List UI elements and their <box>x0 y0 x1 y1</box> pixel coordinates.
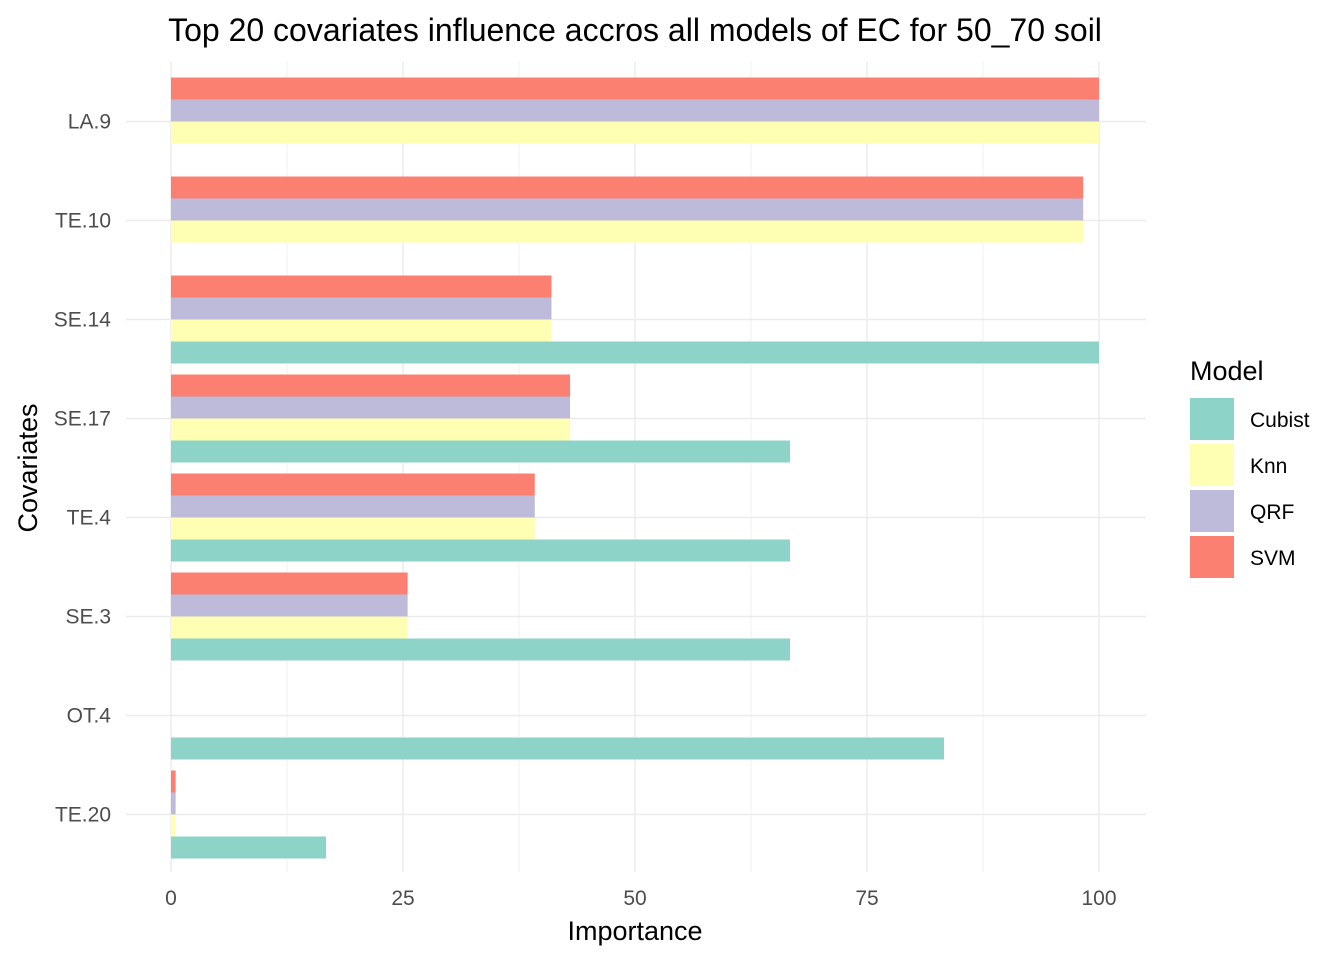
legend-title: Model <box>1190 356 1264 386</box>
x-tick-label: 75 <box>855 887 878 910</box>
y-tick-label: SE.14 <box>54 309 112 332</box>
bar-te-20-svm <box>171 770 176 793</box>
bar-se-17-svm <box>171 374 571 397</box>
x-tick-label: 50 <box>623 887 646 910</box>
bar-la-9-svm <box>171 77 1099 100</box>
bar-te-20-qrf <box>171 792 176 815</box>
legend-label-cubist: Cubist <box>1250 409 1310 432</box>
bar-se-3-cubist <box>171 638 790 661</box>
bar-te-20-knn <box>171 814 176 837</box>
chart-title: Top 20 covariates influence accros all m… <box>168 12 1102 48</box>
bars <box>171 77 1099 859</box>
legend: Model Cubist Knn QRF SVM <box>1190 356 1310 578</box>
bar-se-17-cubist <box>171 440 790 463</box>
y-tick-label: TE.20 <box>55 804 111 827</box>
x-tick-label: 0 <box>165 887 177 910</box>
legend-label-svm: SVM <box>1250 547 1296 570</box>
bar-te-4-qrf <box>171 495 535 518</box>
y-axis-title: Covariates <box>13 403 43 532</box>
legend-key-qrf <box>1190 490 1234 532</box>
legend-label-knn: Knn <box>1250 455 1287 478</box>
bar-se-17-qrf <box>171 396 571 419</box>
legend-key-cubist <box>1190 398 1234 440</box>
bar-se-14-svm <box>171 275 552 298</box>
bar-se-3-qrf <box>171 594 408 617</box>
bar-te-10-knn <box>171 220 1084 243</box>
bar-la-9-qrf <box>171 99 1099 122</box>
bar-ot-4-cubist <box>171 737 945 760</box>
bar-te-10-svm <box>171 176 1084 199</box>
bar-se-3-svm <box>171 572 408 595</box>
bar-se-17-knn <box>171 418 571 441</box>
bar-se-14-cubist <box>171 341 1099 364</box>
y-tick-labels: LA.9 TE.10 SE.14 SE.17 TE.4 SE.3 OT.4 TE.20 <box>54 111 112 827</box>
y-tick-label: OT.4 <box>67 705 112 728</box>
bar-la-9-knn <box>171 121 1099 144</box>
x-tick-label: 25 <box>391 887 414 910</box>
y-tick-label: LA.9 <box>68 111 111 134</box>
y-tick-label: TE.10 <box>55 210 111 233</box>
bar-te-20-cubist <box>171 836 326 859</box>
bar-te-4-cubist <box>171 539 790 562</box>
legend-label-qrf: QRF <box>1250 501 1294 524</box>
y-tick-label: TE.4 <box>67 507 112 530</box>
bar-se-3-knn <box>171 616 408 639</box>
y-tick-label: SE.3 <box>65 606 111 629</box>
bar-te-4-knn <box>171 517 535 540</box>
x-tick-label: 100 <box>1081 887 1116 910</box>
bar-se-14-qrf <box>171 297 552 320</box>
legend-key-svm <box>1190 536 1234 578</box>
bar-te-4-svm <box>171 473 535 496</box>
x-axis-title: Importance <box>567 916 702 946</box>
y-tick-label: SE.17 <box>54 408 111 431</box>
bar-se-14-knn <box>171 319 552 342</box>
x-tick-labels: 0 25 50 75 100 <box>165 887 1116 910</box>
legend-key-knn <box>1190 444 1234 486</box>
bar-te-10-qrf <box>171 198 1084 221</box>
